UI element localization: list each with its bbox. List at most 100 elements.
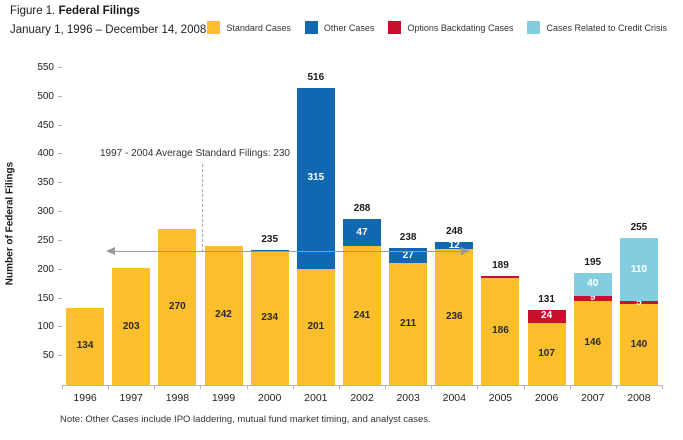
y-tick-label-250: 250 bbox=[37, 234, 54, 246]
legend-swatch-icon bbox=[304, 21, 318, 34]
bar-column-2002: 241 47 288 2002 bbox=[339, 68, 385, 404]
legend-item-2: Options Backdating Cases bbox=[388, 21, 513, 34]
y-tick-mark bbox=[58, 268, 62, 270]
segment-value-label: 40 bbox=[587, 278, 599, 290]
bar-stack-1999: 242 bbox=[204, 245, 243, 385]
bar-stack-2002: 241 47 bbox=[342, 219, 381, 385]
y-tick-label-350: 350 bbox=[37, 177, 54, 189]
bar-stack-2001: 201 315 bbox=[296, 87, 335, 385]
bar-column-2006: 107 24 131 2006 bbox=[524, 68, 570, 404]
segment-standard-1996: 134 bbox=[66, 307, 105, 385]
total-label-2000: 235 bbox=[261, 233, 279, 245]
bar-column-1998: 270 1998 bbox=[154, 68, 200, 404]
bar-stack-2007: 146 9 40 bbox=[573, 272, 612, 385]
legend-label: Options Backdating Cases bbox=[407, 22, 514, 33]
x-axis-label-2000: 2000 bbox=[258, 392, 282, 404]
x-tick-mark bbox=[154, 385, 156, 389]
segment-value-label: 234 bbox=[261, 311, 279, 323]
x-tick-mark bbox=[108, 385, 110, 389]
x-tick-mark bbox=[523, 385, 525, 389]
segment-value-label: 270 bbox=[169, 301, 186, 313]
y-axis-title: Number of Federal Filings bbox=[4, 161, 16, 286]
segment-standard-1997: 203 bbox=[112, 268, 151, 385]
segment-value-label: 140 bbox=[630, 338, 648, 350]
segment-standard-2002: 241 bbox=[342, 246, 381, 385]
segment-other-2003: 27 bbox=[389, 247, 428, 264]
legend-label: Other Cases bbox=[323, 22, 375, 33]
total-label-2007: 195 bbox=[584, 256, 602, 268]
y-tick-mark bbox=[58, 211, 62, 213]
bar-column-2003: 211 27 238 2003 bbox=[385, 68, 431, 404]
y-tick-label-500: 500 bbox=[37, 90, 54, 102]
segment-value-label: 107 bbox=[538, 348, 555, 360]
x-tick-mark bbox=[338, 385, 340, 389]
y-tick-label-400: 400 bbox=[37, 148, 54, 160]
x-tick-mark bbox=[385, 385, 387, 389]
x-tick-mark bbox=[662, 385, 663, 389]
segment-other-2004: 12 bbox=[435, 240, 474, 250]
segment-backdating-2008: 5 bbox=[619, 297, 658, 307]
segment-standard-2005: 186 bbox=[481, 277, 520, 385]
x-axis-label-2002: 2002 bbox=[350, 392, 374, 404]
y-tick-mark bbox=[58, 326, 62, 328]
bar-stack-1996: 134 bbox=[66, 307, 105, 385]
segment-value-label: 24 bbox=[541, 310, 553, 322]
x-axis-label-1999: 1999 bbox=[211, 392, 236, 404]
average-annotation: 1997 - 2004 Average Standard Filings: 23… bbox=[100, 148, 290, 159]
bar-column-2005: 186 189 2005 bbox=[477, 68, 523, 404]
total-label-2005: 189 bbox=[492, 260, 509, 272]
x-tick-mark bbox=[615, 385, 617, 389]
segment-value-label: 201 bbox=[307, 321, 325, 333]
y-tick-mark bbox=[58, 153, 62, 155]
bar-stack-2003: 211 27 bbox=[389, 247, 428, 385]
total-label-2002: 288 bbox=[353, 203, 371, 215]
y-tick-mark bbox=[58, 297, 62, 299]
y-tick-label-50: 50 bbox=[42, 350, 54, 362]
x-axis-label-1997: 1997 bbox=[119, 392, 143, 404]
bar-column-2004: 236 12 248 2004 bbox=[431, 68, 477, 404]
total-label-2001: 516 bbox=[307, 71, 325, 83]
legend-swatch-icon bbox=[388, 21, 402, 34]
segment-credit-2007: 40 bbox=[573, 272, 612, 296]
total-label-2008: 255 bbox=[630, 222, 648, 234]
bar-stack-2005: 186 bbox=[481, 276, 520, 385]
segment-value-label: 27 bbox=[402, 249, 414, 261]
segment-other-2000 bbox=[250, 249, 289, 251]
segment-value-label: 5 bbox=[636, 296, 642, 308]
segment-standard-2003: 211 bbox=[389, 263, 428, 385]
segment-value-label: 315 bbox=[307, 172, 325, 184]
arrow-left-icon bbox=[106, 247, 115, 256]
total-label-2003: 238 bbox=[399, 231, 417, 243]
x-tick-mark bbox=[246, 385, 248, 389]
bar-stack-2004: 236 12 bbox=[435, 240, 474, 385]
y-tick-mark bbox=[58, 182, 62, 184]
y-tick-mark bbox=[58, 124, 62, 126]
segment-value-label: 186 bbox=[492, 325, 509, 337]
bar-column-1997: 203 1997 bbox=[108, 68, 154, 404]
segment-standard-2006: 107 bbox=[527, 323, 566, 385]
figure-title-bold: Federal Filings bbox=[58, 5, 140, 17]
bar-column-1996: 134 1996 bbox=[62, 68, 108, 404]
segment-standard-2001: 201 bbox=[296, 269, 335, 385]
y-tick-label-300: 300 bbox=[37, 206, 54, 218]
segment-standard-1999: 242 bbox=[204, 245, 243, 385]
footnote: Note: Other Cases include IPO laddering,… bbox=[60, 414, 431, 425]
bar-stack-1998: 270 bbox=[158, 229, 197, 385]
y-tick-mark bbox=[58, 67, 62, 68]
x-tick-mark bbox=[292, 385, 294, 389]
total-label-2006: 131 bbox=[538, 293, 555, 305]
bar-stack-2008: 140 5 110 bbox=[619, 238, 658, 385]
arrow-right-icon bbox=[461, 247, 470, 256]
legend-label: Standard Cases bbox=[226, 22, 291, 33]
legend-item-0: Standard Cases bbox=[207, 21, 291, 34]
segment-other-2002: 47 bbox=[342, 219, 381, 247]
y-tick-mark bbox=[58, 239, 62, 241]
x-axis-label-2001: 2001 bbox=[304, 392, 328, 404]
bar-stack-2006: 107 24 bbox=[527, 309, 566, 385]
average-arrow-line bbox=[112, 251, 464, 253]
segment-credit-2008: 110 bbox=[619, 238, 658, 302]
segment-other-2001: 315 bbox=[296, 87, 335, 270]
segment-value-label: 146 bbox=[584, 336, 602, 348]
y-tick-label-550: 550 bbox=[37, 62, 54, 73]
x-tick-mark bbox=[477, 385, 479, 389]
